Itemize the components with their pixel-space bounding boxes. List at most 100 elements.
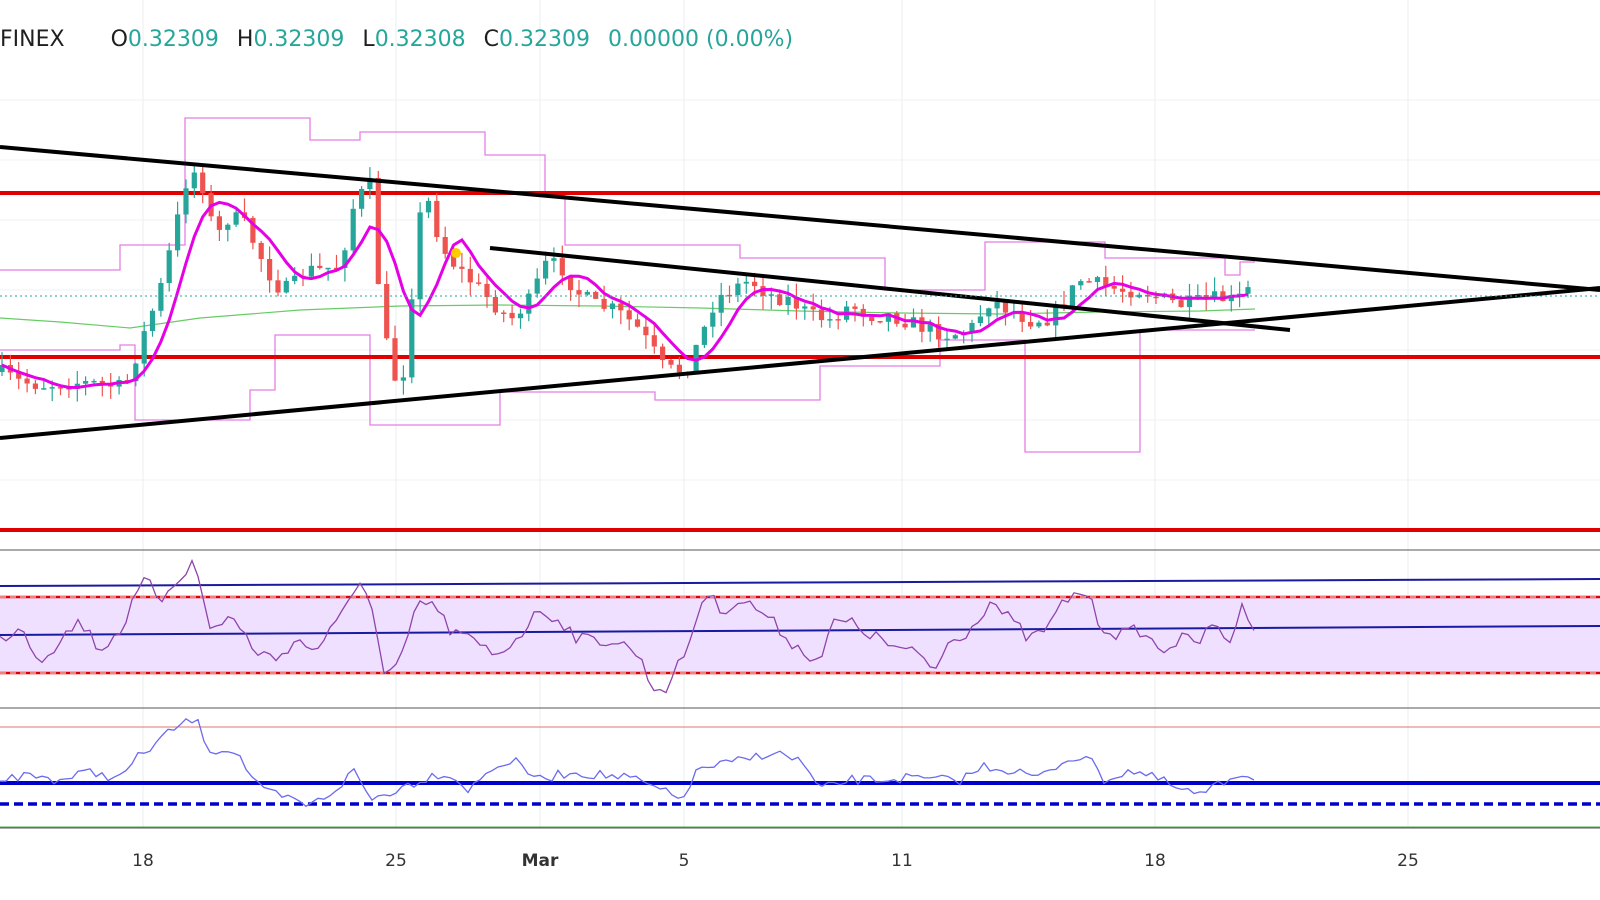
low-value: 0.32308 <box>374 26 466 52</box>
open-label: O <box>110 26 128 52</box>
candle-body <box>32 383 38 389</box>
trendline-inner <box>489 246 1291 332</box>
grid-lines <box>0 0 1600 828</box>
x-tick-label: 5 <box>679 851 690 871</box>
candle-body <box>643 326 649 336</box>
rsi-trend-upper <box>0 578 1600 587</box>
candle-body <box>710 312 716 327</box>
candle-body <box>41 388 47 390</box>
candle-body <box>1120 288 1126 292</box>
candle-body <box>57 387 64 389</box>
high-value: 0.32309 <box>253 26 345 52</box>
ohlc-legend: FINEX O 0.32309 H 0.32309 L 0.32308 C 0.… <box>0 22 811 56</box>
trendlines[interactable] <box>0 145 1600 440</box>
candle-body <box>267 259 273 281</box>
candle-body <box>233 212 239 225</box>
candle-body <box>400 377 406 381</box>
candle-body <box>99 380 105 384</box>
channel-lower <box>0 329 1255 453</box>
x-tick-label: 25 <box>385 851 407 871</box>
candle-body <box>827 319 833 321</box>
x-tick-label: 18 <box>1144 851 1166 871</box>
x-axis: 18 25 Mar 5 11 18 25 <box>132 851 1419 871</box>
candle-body <box>158 283 164 311</box>
candle-body <box>517 313 524 319</box>
candle-body <box>425 200 432 213</box>
rsi-panel <box>0 558 1600 694</box>
candle-body <box>476 282 482 284</box>
candle-body <box>501 312 507 314</box>
candle-body <box>350 208 356 251</box>
channel-upper <box>0 117 1255 291</box>
candle-body <box>1212 291 1218 300</box>
panel-separators <box>0 549 1600 829</box>
candle-body <box>24 378 30 384</box>
candle-body <box>676 364 682 373</box>
candle-body <box>409 299 415 378</box>
candle-body <box>1086 281 1092 283</box>
candle-body <box>342 250 348 268</box>
candle-body <box>626 310 632 320</box>
candle-body <box>1153 296 1159 299</box>
candle-body <box>810 306 816 310</box>
oscillator-line <box>0 717 1255 808</box>
candle-body <box>434 200 440 237</box>
candle-body <box>1145 294 1151 297</box>
candle-body <box>91 380 97 383</box>
candle-body <box>1186 295 1193 308</box>
support-resistance-lines[interactable] <box>0 191 1600 532</box>
candle-body <box>467 268 473 283</box>
candle-body <box>618 303 624 311</box>
candle-body <box>451 253 457 267</box>
close-value: 0.32309 <box>499 26 591 52</box>
candle-body <box>952 335 958 339</box>
candles <box>0 165 1251 402</box>
candle-body <box>392 338 398 381</box>
candle-body <box>634 319 641 327</box>
rsi-line <box>0 558 1255 694</box>
high-label: H <box>236 26 254 52</box>
candle-body <box>869 316 875 321</box>
candle-body <box>593 291 599 299</box>
candle-body <box>568 275 574 291</box>
rsi-trend-mid <box>0 625 1600 636</box>
candle-body <box>509 312 515 319</box>
candle-body <box>191 172 197 189</box>
candle-body <box>367 177 373 189</box>
x-tick-label: 11 <box>891 851 913 871</box>
candle-body <box>818 309 825 321</box>
signal-dot <box>451 248 461 258</box>
candle-body <box>543 260 549 279</box>
x-tick-label: 18 <box>132 851 154 871</box>
sma-line <box>1 200 1249 390</box>
candle-body <box>250 217 256 243</box>
candle-body <box>359 189 365 209</box>
candle-body <box>986 308 992 317</box>
candle-body <box>417 212 423 300</box>
candle-body <box>141 331 147 364</box>
candle-body <box>551 258 557 261</box>
candle-body <box>526 293 532 314</box>
candle-body <box>325 267 331 270</box>
x-tick-label: Mar <box>522 851 559 871</box>
candle-body <box>1136 294 1142 298</box>
candle-body <box>1220 291 1226 302</box>
candle-body <box>977 316 983 323</box>
signal-marker <box>451 248 461 258</box>
candle-body <box>726 294 733 297</box>
candle-body <box>258 242 264 259</box>
candle-body <box>16 372 22 379</box>
candle-body <box>601 298 607 309</box>
candle-body <box>216 216 222 230</box>
trendline-upper <box>0 145 1600 292</box>
close-label: C <box>483 26 500 52</box>
candle-body <box>1178 300 1184 307</box>
candle-body <box>1195 295 1201 297</box>
candle-body <box>802 306 808 309</box>
candle-body <box>718 294 724 313</box>
candle-body <box>768 294 774 296</box>
candle-body <box>1028 322 1034 327</box>
candle-body <box>1069 285 1075 308</box>
